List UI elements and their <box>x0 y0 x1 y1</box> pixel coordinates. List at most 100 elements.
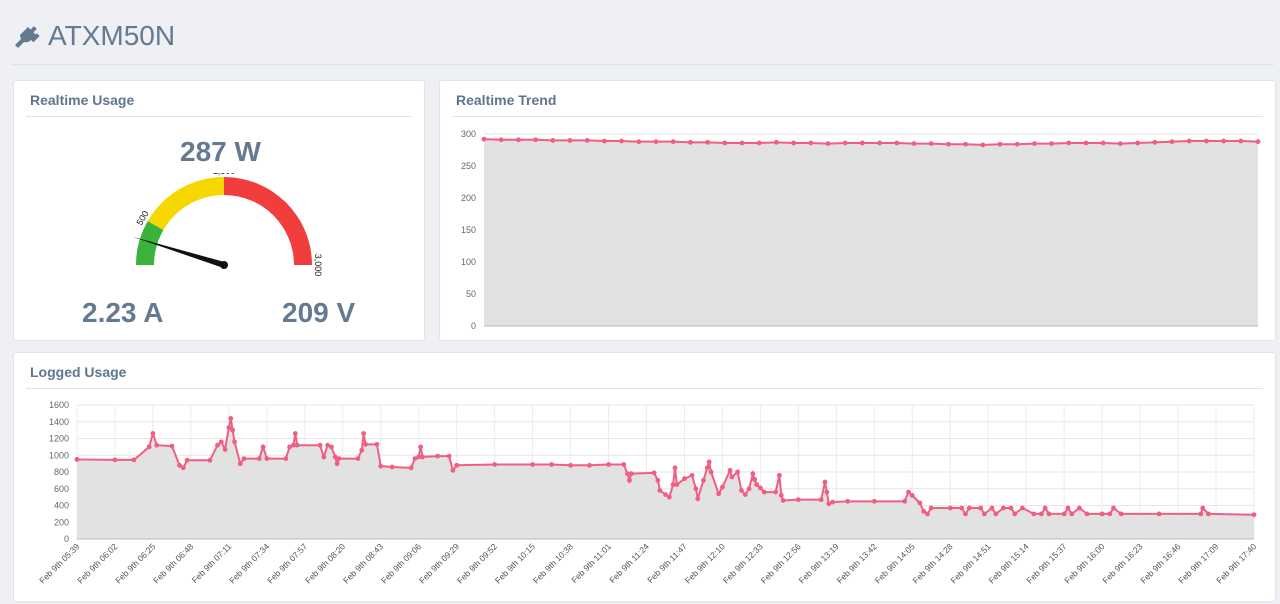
data-point <box>260 444 266 450</box>
data-point <box>818 497 824 503</box>
data-point <box>928 505 934 511</box>
data-point <box>1118 141 1123 146</box>
data-point <box>1186 138 1192 144</box>
data-point <box>412 456 418 461</box>
data-point <box>416 454 422 460</box>
y-tick-label: 0 <box>471 321 476 331</box>
data-point <box>706 459 712 465</box>
data-point <box>780 498 786 503</box>
data-point <box>982 511 987 517</box>
page-title: ATXM50N <box>48 20 176 51</box>
app-header: ATXM50N <box>12 14 1274 58</box>
y-tick-label: 600 <box>54 484 69 494</box>
y-tick-label: 50 <box>466 289 476 299</box>
data-point <box>533 137 538 143</box>
data-point <box>830 499 835 505</box>
data-point <box>1008 505 1014 511</box>
data-point <box>739 488 744 493</box>
gauge-tick-label: 3,000 <box>313 254 323 277</box>
data-point <box>334 461 340 467</box>
data-point <box>909 493 915 498</box>
data-point <box>705 139 710 145</box>
data-point <box>498 137 504 143</box>
data-point <box>997 141 1003 147</box>
data-point <box>1204 138 1209 144</box>
data-point <box>978 505 984 511</box>
data-point <box>735 469 741 475</box>
data-point <box>621 462 627 467</box>
data-point <box>1152 139 1158 145</box>
data-point <box>74 457 80 462</box>
data-point <box>628 471 634 477</box>
header-divider <box>12 64 1274 65</box>
data-point <box>720 484 725 490</box>
data-point <box>150 431 156 436</box>
plug-icon <box>15 26 40 48</box>
data-point <box>292 431 298 436</box>
data-point <box>1238 138 1244 144</box>
data-point <box>754 482 760 487</box>
panel-divider <box>26 388 1263 389</box>
data-point <box>283 456 289 461</box>
data-point <box>584 138 590 143</box>
gauge-tick-label: 1,500 <box>213 173 236 176</box>
data-point <box>1156 511 1162 517</box>
data-point <box>1019 505 1025 511</box>
data-point <box>184 457 190 463</box>
data-point <box>727 467 733 473</box>
data-point <box>1038 511 1044 517</box>
data-point <box>993 511 999 517</box>
data-point <box>688 139 693 145</box>
data-point <box>1100 140 1106 146</box>
gauge-needle-hub <box>220 261 228 269</box>
trend-chart: 0 50 100 150 200 250 300 <box>461 129 1261 331</box>
data-point <box>877 140 882 146</box>
data-point <box>328 444 334 450</box>
data-point <box>917 500 923 506</box>
data-point <box>1069 511 1075 517</box>
data-point <box>226 425 232 431</box>
data-point <box>1014 141 1020 147</box>
data-point <box>418 444 424 450</box>
watts-readout: 287 W <box>180 136 261 167</box>
series-line <box>483 138 1259 146</box>
data-point <box>1049 141 1054 146</box>
data-point <box>454 462 460 468</box>
gauge-band <box>147 177 224 230</box>
data-point <box>825 141 831 146</box>
data-point <box>1076 505 1082 511</box>
data-point <box>928 141 934 146</box>
data-point <box>670 139 676 145</box>
panel-title: Realtime Trend <box>456 92 557 108</box>
data-point <box>906 489 911 495</box>
data-point <box>761 489 767 495</box>
data-point <box>332 454 338 460</box>
data-point <box>758 485 763 491</box>
data-point <box>321 454 327 460</box>
data-point <box>708 469 714 475</box>
data-point <box>894 140 900 146</box>
data-point <box>657 488 663 493</box>
data-point <box>689 472 695 478</box>
panel-divider <box>26 116 412 117</box>
data-point <box>822 479 828 485</box>
data-point <box>317 442 323 448</box>
data-point <box>218 439 224 445</box>
data-point <box>180 465 186 471</box>
data-point <box>778 493 784 498</box>
amps-readout: 2.23 A <box>82 297 164 328</box>
data-point <box>701 477 706 483</box>
data-point <box>746 486 752 492</box>
data-point <box>750 471 756 477</box>
data-point <box>567 138 573 143</box>
y-tick-label: 1000 <box>49 450 69 460</box>
y-tick-label: 1600 <box>49 400 69 410</box>
data-point <box>627 477 632 483</box>
data-point <box>902 498 908 504</box>
data-point <box>550 138 556 143</box>
data-point <box>1099 511 1105 517</box>
series-area <box>77 418 1254 539</box>
data-point <box>666 494 672 500</box>
data-point <box>860 140 865 146</box>
